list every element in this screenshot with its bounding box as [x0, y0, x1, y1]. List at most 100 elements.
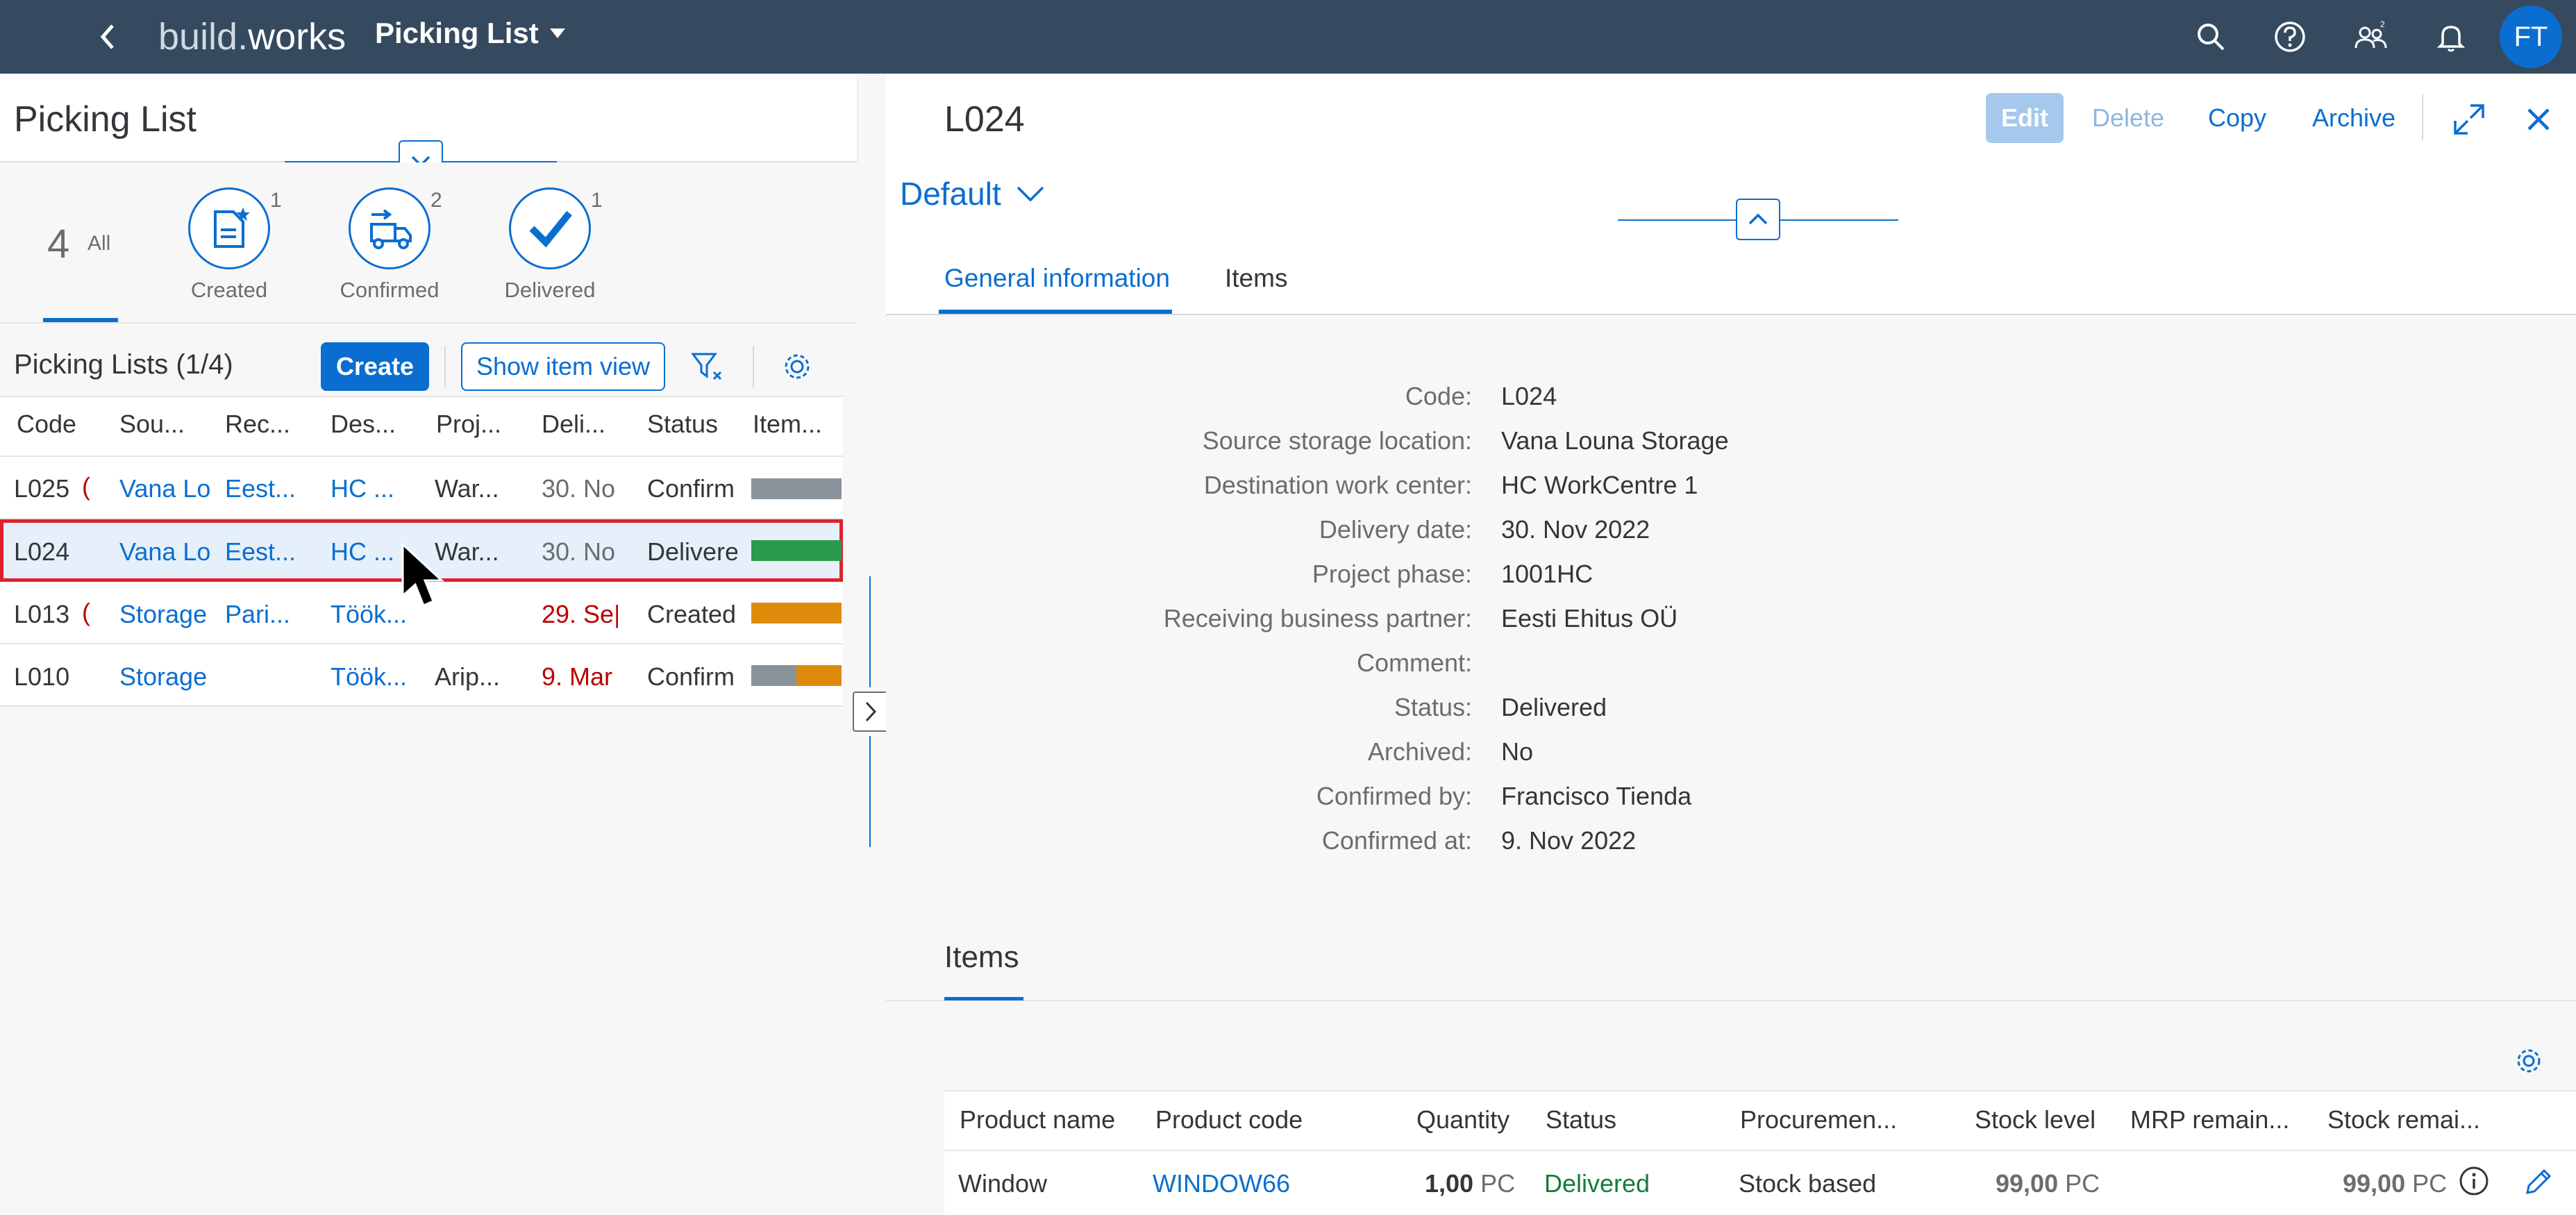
filter-clear-icon [691, 353, 722, 380]
row-source[interactable]: Vana Lo [119, 537, 211, 566]
row-source[interactable]: Storage [119, 600, 208, 628]
table-row[interactable] [0, 457, 843, 519]
help-button[interactable] [2272, 19, 2308, 55]
expand-master-button[interactable] [853, 692, 889, 732]
variant-label: Default [900, 176, 1001, 212]
items-col-quantity[interactable]: Quantity [1416, 1105, 1510, 1134]
all-count[interactable]: 4 [47, 221, 70, 267]
row-delivery: 30. No [542, 537, 616, 566]
column-header-delivery[interactable]: Deli... [542, 410, 606, 438]
row-destination[interactable]: HC ... [331, 474, 395, 503]
column-header-status[interactable]: Status [647, 410, 719, 438]
tab-general-information[interactable]: General information [944, 264, 1170, 292]
table-row[interactable] [0, 644, 843, 707]
row-code: L024 [14, 537, 70, 566]
edit-button[interactable]: Edit [1986, 93, 2064, 143]
item-stock-remaining-unit: PC [2412, 1169, 2448, 1198]
header-divider-right [1780, 219, 1898, 221]
confirmed-label[interactable]: Confirmed [340, 278, 440, 302]
show-item-view-button[interactable]: Show item view [461, 342, 665, 391]
close-button[interactable] [2520, 101, 2557, 137]
items-col-product-name[interactable]: Product name [960, 1105, 1116, 1134]
items-table-settings-button[interactable] [2509, 1041, 2548, 1080]
variant-selector[interactable]: Default [900, 175, 1046, 212]
delivered-label[interactable]: Delivered [504, 278, 596, 302]
item-stock-remaining-value: 99,00 [2343, 1169, 2406, 1198]
items-col-procurement[interactable]: Procuremen... [1740, 1105, 1898, 1134]
search-button[interactable] [2193, 19, 2229, 55]
row-delivery: 30. No [542, 474, 616, 503]
column-header-receiving[interactable]: Rec... [225, 410, 291, 438]
item-info-button[interactable] [2458, 1165, 2490, 1197]
create-button[interactable]: Create [321, 342, 429, 391]
item-stock-level-value: 99,00 [1996, 1169, 2059, 1198]
column-header-destination[interactable]: Des... [331, 410, 396, 438]
collapse-header-button[interactable] [1736, 199, 1780, 240]
fullscreen-icon [2454, 104, 2484, 135]
items-col-stock-remaining[interactable]: Stock remai... [2327, 1105, 2481, 1134]
notifications-button[interactable] [2433, 19, 2469, 55]
tab-items[interactable]: Items [1225, 264, 1288, 292]
mouse-cursor [400, 542, 455, 611]
field-value-destination[interactable]: HC WorkCentre 1 [1501, 471, 1698, 499]
items-col-stock-level[interactable]: Stock level [1975, 1105, 2096, 1134]
column-header-code[interactable]: Code [17, 410, 77, 438]
copy-button[interactable]: Copy [2207, 103, 2267, 132]
all-filter-label[interactable]: All [87, 232, 111, 255]
field-value-source-storage[interactable]: Vana Louna Storage [1501, 426, 1729, 455]
chevron-right-icon [865, 701, 877, 722]
clear-filters-button[interactable] [687, 347, 726, 386]
avatar[interactable]: FT [2500, 6, 2562, 68]
field-label-comment: Comment: [1356, 648, 1472, 677]
item-stock-level: 99,00 PC [1996, 1169, 2100, 1198]
app-logo[interactable]: build.works [158, 15, 346, 58]
column-header-project[interactable]: Proj... [436, 410, 502, 438]
filter-delivered[interactable] [509, 187, 591, 269]
gear-icon [2517, 1049, 2541, 1073]
row-receiving[interactable]: Eest... [225, 537, 296, 566]
row-receiving[interactable]: Pari... [225, 600, 291, 628]
row-code: L010 [14, 662, 70, 691]
field-label-archived: Archived: [1367, 737, 1472, 766]
fullscreen-button[interactable] [2450, 100, 2489, 139]
field-label-destination: Destination work center: [1203, 471, 1472, 499]
row-items-progress [751, 665, 842, 686]
row-receiving[interactable]: Eest... [225, 474, 296, 503]
delete-button[interactable]: Delete [2091, 103, 2165, 132]
field-label-source-storage: Source storage location: [1202, 426, 1472, 455]
row-destination[interactable]: HC ... [331, 537, 395, 566]
header-separator [2422, 94, 2423, 140]
logo-part2: works [248, 16, 346, 58]
field-value-delivery-date: 30. Nov 2022 [1501, 515, 1650, 544]
item-product-code[interactable]: WINDOW66 [1153, 1169, 1290, 1198]
close-icon [2527, 108, 2550, 131]
user-switch-button[interactable]: 2 [2352, 19, 2389, 55]
row-code: L013 [14, 600, 70, 628]
field-label-confirmed-at: Confirmed at: [1321, 826, 1472, 855]
column-header-source[interactable]: Sou... [119, 410, 185, 438]
progress-segment [751, 478, 842, 499]
column-header-items[interactable]: Item... [753, 410, 823, 438]
field-label-status: Status: [1394, 693, 1472, 721]
row-project: War... [435, 474, 499, 503]
items-col-mrp-remaining[interactable]: MRP remain... [2130, 1105, 2290, 1134]
items-table-row[interactable] [944, 1151, 2576, 1215]
archive-button[interactable]: Archive [2311, 103, 2396, 132]
back-button[interactable] [90, 19, 126, 55]
field-value-receiving-partner[interactable]: Eesti Ehitus OÜ [1501, 604, 1678, 632]
filter-created[interactable] [188, 187, 270, 269]
table-settings-button[interactable] [778, 347, 817, 386]
section-divider [886, 1000, 2576, 1001]
row-source[interactable]: Storage [119, 662, 208, 691]
row-destination[interactable]: Töök... [331, 662, 408, 691]
filter-confirmed[interactable] [349, 187, 430, 269]
app-title-menu[interactable]: Picking List [375, 17, 567, 50]
row-source[interactable]: Vana Lo [119, 474, 211, 503]
caret-down-icon [549, 28, 565, 38]
field-value-confirmed-by[interactable]: Francisco Tienda [1501, 782, 1692, 810]
items-col-product-code[interactable]: Product code [1155, 1105, 1303, 1134]
items-col-status[interactable]: Status [1546, 1105, 1617, 1134]
created-label[interactable]: Created [190, 278, 268, 302]
item-edit-button[interactable] [2522, 1166, 2554, 1198]
row-destination[interactable]: Töök... [331, 600, 408, 628]
